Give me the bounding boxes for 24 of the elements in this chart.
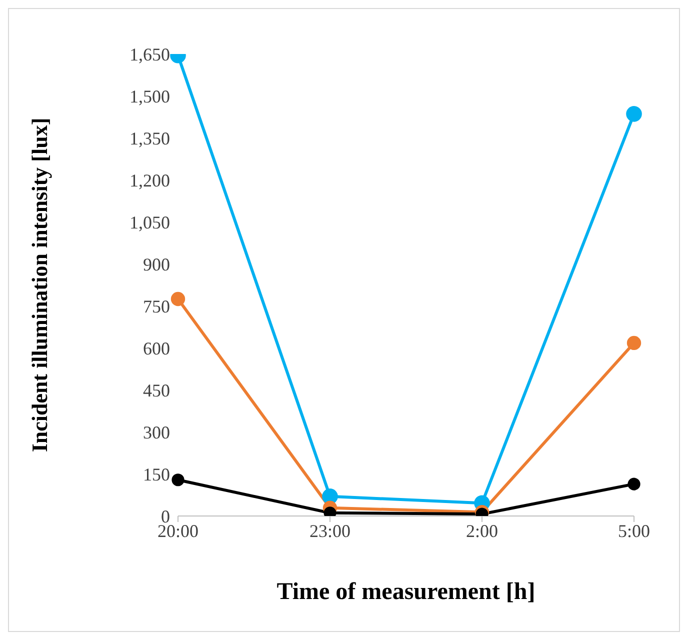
point: [628, 478, 640, 490]
y-tick-label: 900: [143, 254, 170, 274]
y-tick-label: 1,050: [130, 212, 170, 232]
y-tick-label: 1,200: [130, 170, 170, 190]
y-tick-label: 300: [143, 422, 170, 442]
point: [170, 292, 186, 306]
y-tick-label: 600: [143, 338, 170, 358]
y-tick-label: 750: [143, 296, 170, 316]
y-tick-label: 450: [143, 380, 170, 400]
point: [626, 336, 642, 350]
y-axis-title: Incident illumination intensity [lux]: [26, 118, 52, 452]
point: [626, 106, 642, 122]
x-tick-label: 2:00: [466, 520, 498, 541]
y-tick-label: 150: [143, 464, 170, 484]
point: [324, 506, 336, 516]
x-tick-label: 23:00: [309, 520, 351, 541]
x-tick-label: 5:00: [618, 520, 650, 541]
y-tick-label: 1,650: [130, 44, 170, 64]
y-tick-label: 0: [161, 506, 170, 526]
y-tick-label: 1,500: [130, 86, 170, 106]
y-tick-label: 1,350: [130, 128, 170, 148]
point: [322, 488, 338, 504]
x-axis-title: Time of measurement [h]: [276, 579, 536, 605]
point: [172, 474, 184, 486]
